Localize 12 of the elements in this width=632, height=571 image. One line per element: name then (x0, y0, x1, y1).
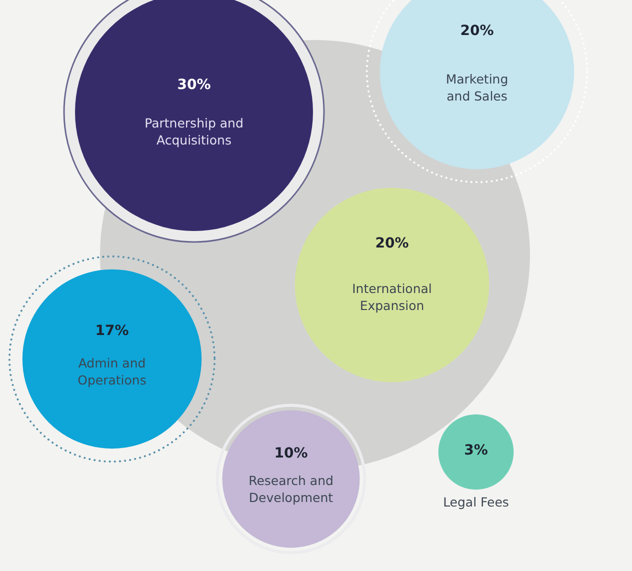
category-label: Legal Fees (443, 494, 509, 510)
category-label: Admin and Operations (78, 355, 146, 388)
category-label: Research and Development (248, 472, 334, 505)
data-label: 30% (177, 76, 211, 93)
category-label: Marketing and Sales (446, 71, 508, 104)
category-label: International Expansion (352, 280, 432, 313)
data-label: 10% (274, 445, 308, 462)
data-label: 20% (375, 235, 409, 252)
data-label: 17% (95, 322, 129, 339)
data-label: 3% (464, 442, 488, 458)
category-label: Partnership and Acquisitions (144, 115, 244, 148)
data-label: 20% (460, 22, 494, 39)
